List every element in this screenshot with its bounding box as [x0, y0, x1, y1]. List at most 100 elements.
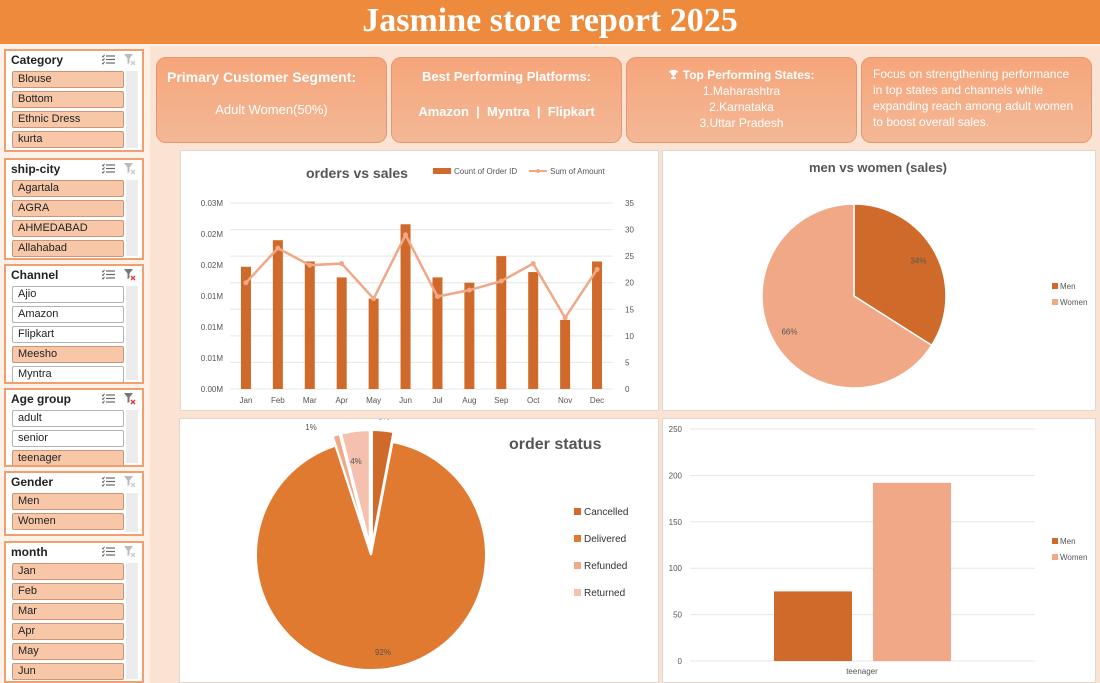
legend-swatch: [574, 589, 581, 596]
slicer-item-list: adult senior teenager: [12, 410, 124, 465]
pie-slice-returned: [339, 429, 371, 546]
slicer-title: Age group: [11, 392, 71, 406]
clear-filter-icon[interactable]: [124, 393, 136, 405]
slicer-item[interactable]: Meesho: [12, 346, 124, 363]
slicer-item[interactable]: Allahabad: [12, 240, 124, 257]
slicer-item-list: Blouse Bottom Ethnic Dress kurta: [12, 71, 124, 150]
legend-swatch: [1052, 554, 1058, 560]
y-right-tick-label: 35: [625, 199, 634, 208]
slicer-item[interactable]: Blouse: [12, 71, 124, 88]
gender-count-panel: 0 50 100 150 200 250 teenager Men Women: [662, 418, 1096, 683]
legend-marker-sales: [536, 169, 540, 173]
bar-jul: [432, 277, 443, 389]
sales-point: [243, 280, 249, 286]
slicer-item[interactable]: adult: [12, 410, 124, 427]
sales-line: [245, 232, 599, 321]
slicer-item[interactable]: Flipkart: [12, 326, 124, 343]
kpi-states-title: Top Performing States:: [682, 68, 815, 82]
pie-data-label: 4%: [350, 457, 362, 466]
bar-men: [774, 591, 852, 661]
y-right-tick-label: 10: [625, 332, 634, 341]
slicer-item[interactable]: Women: [12, 513, 124, 530]
slicer-scrollbar[interactable]: [126, 286, 138, 380]
y-left-tick-label: 0.03M: [201, 199, 224, 208]
legend-swatch: [574, 535, 581, 542]
y-tick-label: 150: [669, 518, 683, 527]
slicer-item[interactable]: May: [12, 643, 124, 660]
clear-filter-icon[interactable]: [124, 269, 136, 281]
clear-filter-icon[interactable]: [124, 54, 136, 66]
pie-data-label: 1%: [305, 423, 317, 432]
y-right-tick-label: 0: [625, 385, 630, 394]
slicer-item[interactable]: Myntra: [12, 366, 124, 382]
slicer-item[interactable]: Mar: [12, 603, 124, 620]
x-tick-label: Jul: [432, 396, 442, 405]
legend-label: Delivered: [584, 534, 626, 545]
pie-slice-delivered: [255, 440, 487, 671]
slicer-item[interactable]: Jun: [12, 663, 124, 680]
slicer-item[interactable]: senior: [12, 430, 124, 447]
slicer-item[interactable]: Agartala: [12, 180, 124, 197]
slicer-scrollbar[interactable]: [126, 180, 138, 256]
kpi-state-2: 2.Karnataka: [709, 100, 774, 114]
pie-slice-group: [339, 429, 371, 546]
bar-sep: [496, 256, 507, 389]
slicer-item[interactable]: Jan: [12, 563, 124, 580]
slicer-age-group: Age group adult senior teenager: [4, 388, 144, 467]
slicer-title: Category: [11, 53, 64, 67]
slicer-item[interactable]: Amazon: [12, 306, 124, 323]
slicer-item[interactable]: AHMEDABAD: [12, 220, 124, 237]
kpi-insight-text: Focus on strengthening performance in to…: [873, 67, 1074, 129]
legend-label: Cancelled: [584, 507, 628, 518]
y-left-tick-label: 0.01M: [201, 323, 224, 332]
multi-select-icon[interactable]: [102, 269, 115, 280]
pie-slice-group: [255, 440, 487, 671]
chart-title: order status: [509, 436, 602, 453]
slicer-item[interactable]: AGRA: [12, 200, 124, 217]
slicer-item[interactable]: Men: [12, 493, 124, 510]
multi-select-icon[interactable]: [102, 163, 115, 174]
chart-title: men vs women (sales): [809, 160, 947, 175]
x-tick-label: teenager: [846, 667, 878, 676]
clear-filter-icon[interactable]: [124, 546, 136, 558]
slicer-title: month: [11, 545, 48, 559]
multi-select-icon[interactable]: [102, 54, 115, 65]
slicer-gender: Gender Men Women: [4, 471, 144, 536]
slicer-header: Channel: [6, 266, 142, 284]
kpi-segment-title: Primary Customer Segment:: [167, 69, 357, 85]
slicer-scrollbar[interactable]: [126, 71, 138, 148]
pie-slice-women: [761, 203, 933, 389]
kpi-best-platforms: Best Performing Platforms: Amazon | Mynt…: [391, 57, 622, 143]
clear-filter-icon[interactable]: [124, 163, 136, 175]
slicer-item[interactable]: Ethnic Dress: [12, 111, 124, 128]
multi-select-icon[interactable]: [102, 476, 115, 487]
slicer-item[interactable]: Feb: [12, 583, 124, 600]
bar-nov: [560, 319, 571, 389]
slicer-scrollbar[interactable]: [126, 410, 138, 463]
slicer-scrollbar[interactable]: [126, 563, 138, 679]
multi-select-icon[interactable]: [102, 546, 115, 557]
bar-dec: [592, 261, 603, 389]
slicer-item[interactable]: Apr: [12, 623, 124, 640]
clear-filter-icon[interactable]: [124, 476, 136, 488]
slicer-category: Category Blouse Bottom Ethnic Dress kurta: [4, 49, 144, 152]
slicer-item[interactable]: kurta: [12, 131, 124, 148]
kpi-state-3: 3.Uttar Pradesh: [699, 116, 784, 130]
orders-vs-sales-chart: orders vs sales 0 5 10 15 20 25 30 35 0.00M 0.01M 0…: [201, 165, 635, 405]
slicer-item[interactable]: teenager: [12, 450, 124, 465]
gender-count-chart: 0 50 100 150 200 250 teenager Men Women: [669, 425, 1088, 676]
multi-select-icon[interactable]: [102, 393, 115, 404]
chart-title: orders vs sales: [306, 165, 408, 181]
sales-point: [403, 232, 409, 238]
slicer-item[interactable]: Ajio: [12, 286, 124, 303]
kpi-insight: Focus on strengthening performance in to…: [861, 57, 1092, 143]
slicer-month: month Jan Feb Mar Apr May Jun: [4, 541, 144, 683]
gender-sales-panel: men vs women (sales) 34% 66% Men Women: [662, 150, 1096, 411]
sales-point: [530, 261, 536, 267]
legend-swatch: [1052, 283, 1058, 289]
slicer-scrollbar[interactable]: [126, 493, 138, 532]
y-left-tick-label: 0.00M: [201, 385, 224, 394]
sales-point: [498, 278, 504, 284]
slicer-item[interactable]: Bottom: [12, 91, 124, 108]
bar-oct: [528, 272, 539, 389]
